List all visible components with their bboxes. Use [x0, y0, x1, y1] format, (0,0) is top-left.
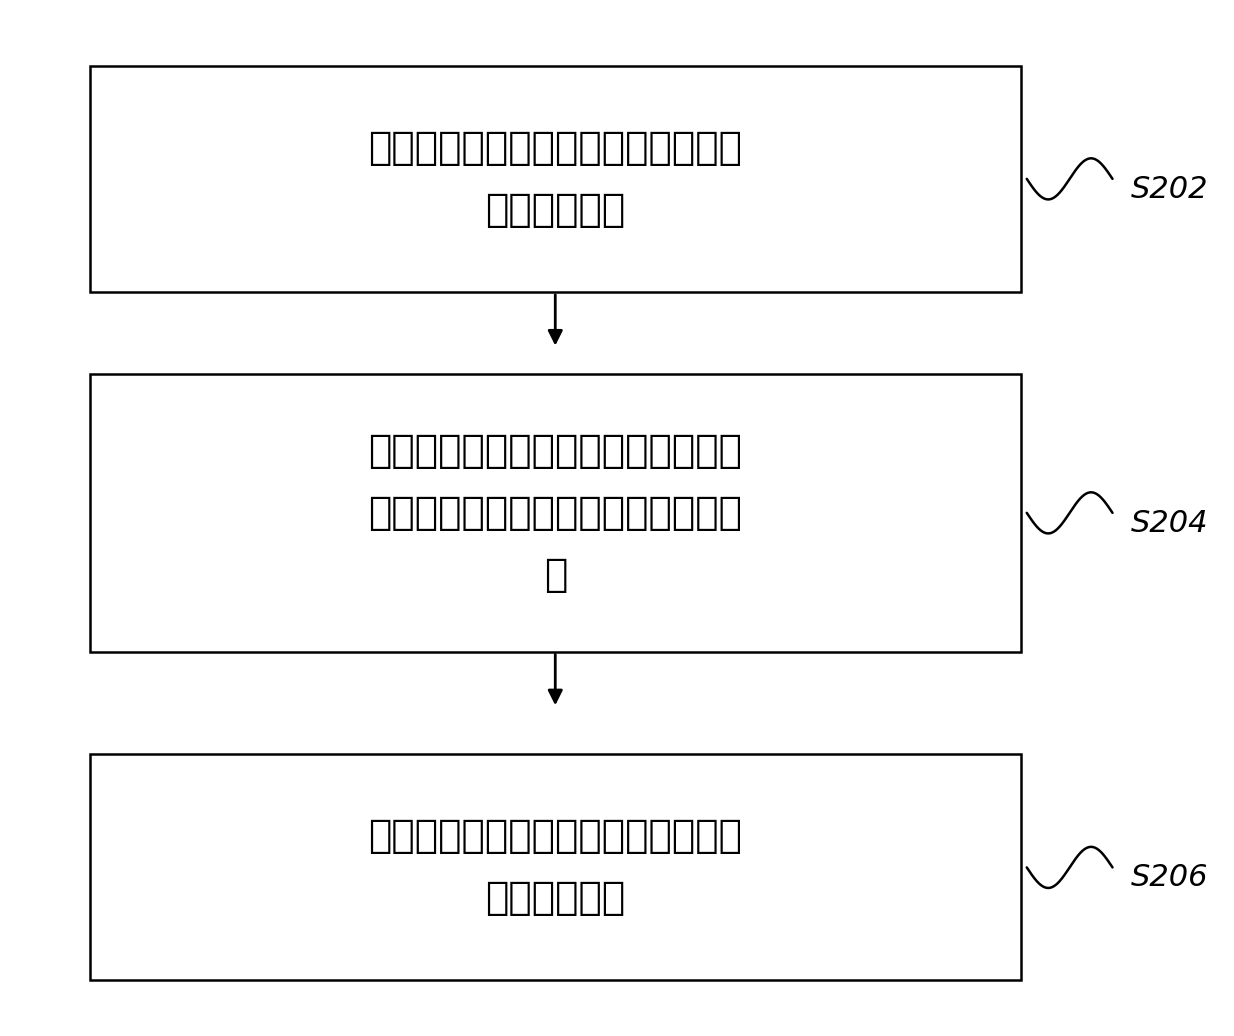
Text: S202: S202 — [1130, 175, 1208, 204]
Text: 基于彩色图像对二分图进行保边平滑
滤波处理，得到二分图的平滑滤波图
像: 基于彩色图像对二分图进行保边平滑 滤波处理，得到二分图的平滑滤波图 像 — [368, 432, 743, 594]
Text: S204: S204 — [1130, 509, 1208, 538]
Text: S206: S206 — [1130, 863, 1208, 892]
Text: 获取包含目标对象的彩色图像和彩色
图像的二分图: 获取包含目标对象的彩色图像和彩色 图像的二分图 — [368, 128, 743, 229]
Bar — [90, 374, 1021, 652]
Bar — [90, 66, 1021, 292]
Text: 基于二分图的平滑滤波图像构造彩色
图像的三分图: 基于二分图的平滑滤波图像构造彩色 图像的三分图 — [368, 817, 743, 918]
Bar — [90, 754, 1021, 980]
